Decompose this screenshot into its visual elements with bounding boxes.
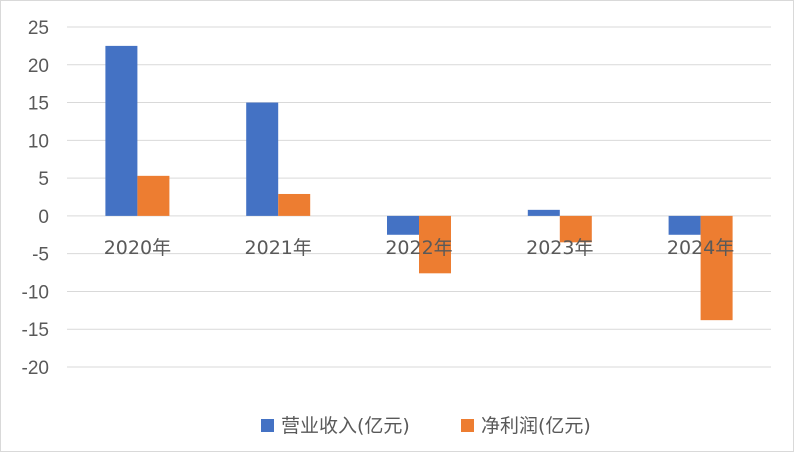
y-tick-label: 0 [38,207,49,228]
legend: 营业收入(亿元) 净利润(亿元) [261,415,591,437]
y-tick-label: 15 [28,94,49,115]
bar-net-profit-1 [278,193,311,216]
legend-swatch [261,419,274,432]
legend-label: 营业收入(亿元) [281,415,410,437]
y-tick-label: 10 [28,131,49,152]
category-label: 2022年 [385,237,452,259]
bar-revenue-2 [387,215,419,235]
bar-net-profit-0 [137,175,170,216]
bar-revenue-4 [668,215,701,235]
legend-swatch [461,419,474,432]
bar-revenue-3 [527,209,560,216]
gridlines [67,26,771,368]
bar-revenue-1 [246,102,279,216]
y-tick-label: 25 [28,18,49,39]
category-label: 2020年 [104,237,171,259]
y-tick-label: -5 [32,245,49,266]
y-tick-label: -15 [22,320,49,341]
y-tick-label: -10 [22,282,49,303]
category-label: 2024年 [667,237,734,259]
y-tick-label: 20 [28,56,49,77]
bar-series [105,45,733,321]
y-tick-label: 5 [38,169,49,190]
category-label: 2023年 [526,237,593,259]
y-axis-tick-labels: 25 20 15 10 5 0 -5 -10 -15 -20 [22,18,49,379]
bar-revenue-0 [105,45,138,216]
y-tick-label: -20 [22,358,49,379]
legend-label: 净利润(亿元) [481,415,591,437]
bar-net-profit-2 [419,215,451,274]
x-axis-category-labels: 2020年 2021年 2022年 2023年 2024年 [104,237,735,259]
bar-net-profit-3 [559,215,592,243]
bar-net-profit-4 [700,215,733,321]
category-label: 2021年 [245,237,312,259]
